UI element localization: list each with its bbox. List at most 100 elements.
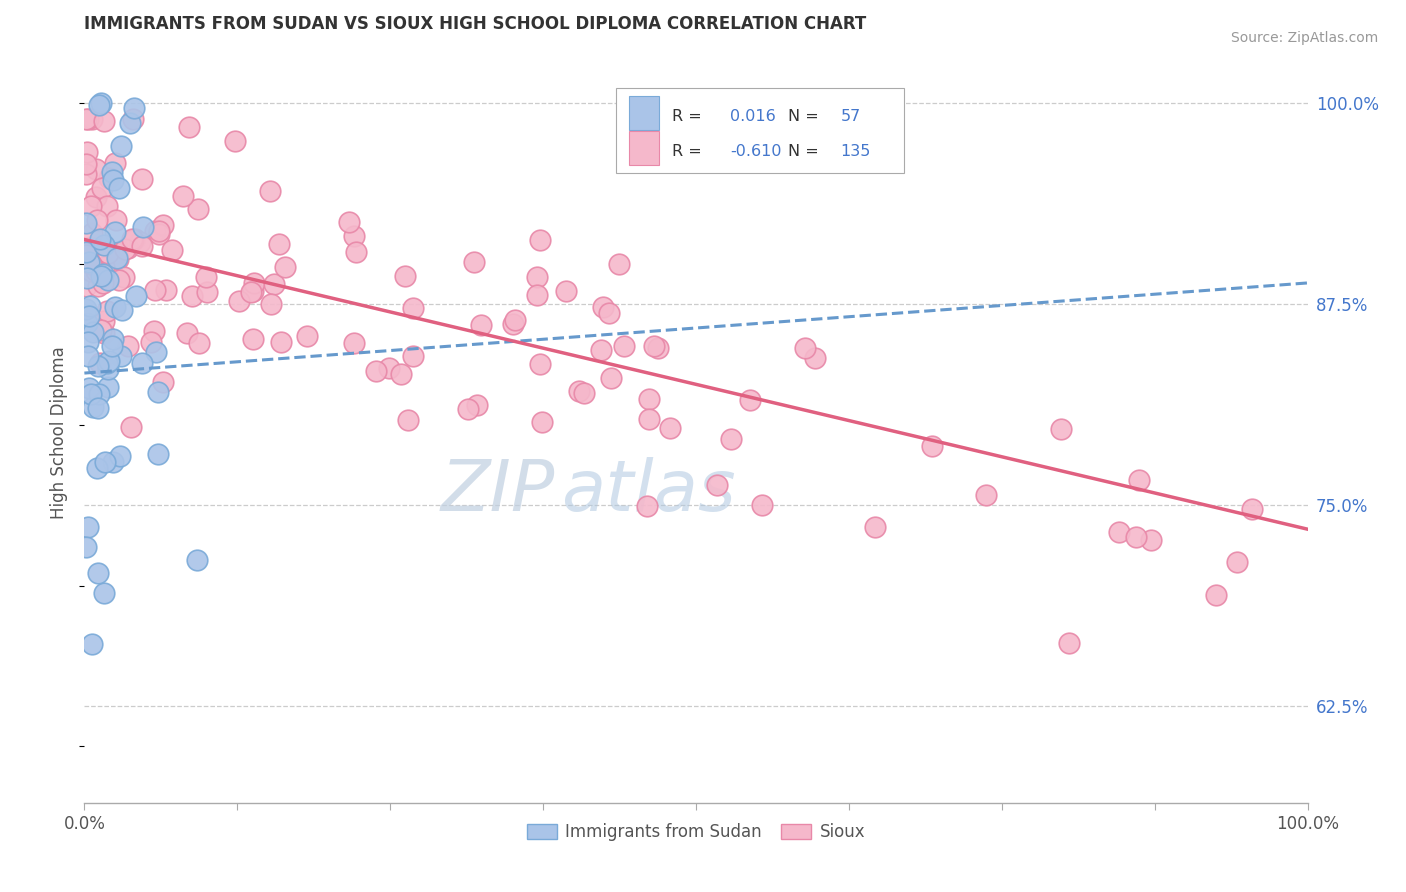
- Text: N =: N =: [787, 109, 824, 124]
- Point: [148, 224, 170, 238]
- Point: [124, 232, 146, 246]
- Point: [402, 301, 425, 316]
- Point: [114, 243, 136, 257]
- Point: [607, 257, 630, 271]
- Point: [93, 586, 115, 600]
- Point: [117, 339, 139, 353]
- Point: [101, 173, 124, 187]
- Point: [243, 277, 266, 291]
- Point: [389, 368, 412, 382]
- Point: [378, 360, 401, 375]
- Point: [131, 356, 153, 370]
- Point: [643, 339, 665, 353]
- Point: [128, 235, 150, 249]
- Point: [976, 488, 998, 502]
- Point: [75, 112, 97, 126]
- Point: [93, 260, 115, 274]
- Point: [125, 289, 148, 303]
- Point: [555, 285, 578, 299]
- Point: [96, 199, 118, 213]
- Point: [110, 139, 132, 153]
- Point: [87, 359, 110, 373]
- Point: [636, 499, 658, 513]
- Point: [101, 454, 124, 468]
- Point: [343, 336, 366, 351]
- Point: [76, 270, 98, 285]
- Point: [502, 317, 524, 331]
- Point: [80, 226, 103, 240]
- Point: [89, 232, 111, 246]
- Point: [152, 219, 174, 233]
- Point: [87, 401, 110, 415]
- Point: [93, 237, 115, 252]
- Point: [162, 244, 184, 258]
- Point: [89, 98, 111, 112]
- Point: [77, 381, 100, 395]
- Point: [97, 171, 120, 186]
- Point: [117, 241, 139, 255]
- Point: [86, 162, 108, 177]
- Point: [197, 285, 219, 299]
- Point: [108, 449, 131, 463]
- Point: [98, 354, 121, 368]
- Point: [526, 288, 548, 302]
- Point: [80, 199, 103, 213]
- Point: [145, 345, 167, 359]
- Point: [600, 371, 623, 385]
- Point: [273, 260, 295, 274]
- Point: [122, 101, 145, 115]
- Point: [751, 498, 773, 512]
- Point: [794, 342, 817, 356]
- Point: [104, 156, 127, 170]
- Point: [79, 255, 101, 269]
- Point: [90, 323, 112, 337]
- Point: [121, 231, 143, 245]
- Point: [152, 376, 174, 390]
- Point: [529, 234, 551, 248]
- Point: [658, 420, 681, 434]
- Point: [598, 306, 620, 320]
- Point: [121, 233, 143, 247]
- Point: [86, 461, 108, 475]
- Point: [105, 213, 128, 227]
- Point: [398, 412, 420, 426]
- Point: [120, 419, 142, 434]
- Point: [132, 219, 155, 234]
- Point: [76, 316, 98, 330]
- Point: [155, 283, 177, 297]
- Point: [267, 237, 290, 252]
- Point: [148, 227, 170, 241]
- Point: [131, 239, 153, 253]
- Point: [79, 239, 101, 253]
- Point: [343, 229, 366, 244]
- Point: [176, 326, 198, 340]
- Point: [96, 304, 118, 318]
- Point: [1226, 555, 1249, 569]
- Point: [1140, 533, 1163, 548]
- Text: N =: N =: [787, 144, 824, 159]
- Point: [75, 247, 97, 261]
- Text: ZIP: ZIP: [441, 458, 555, 526]
- Text: atlas: atlas: [561, 458, 735, 526]
- Point: [97, 246, 120, 260]
- Point: [90, 95, 112, 110]
- Point: [224, 135, 246, 149]
- Point: [75, 157, 97, 171]
- Point: [105, 251, 128, 265]
- Point: [80, 386, 103, 401]
- Text: IMMIGRANTS FROM SUDAN VS SIOUX HIGH SCHOOL DIPLOMA CORRELATION CHART: IMMIGRANTS FROM SUDAN VS SIOUX HIGH SCHO…: [84, 15, 866, 33]
- Point: [194, 269, 217, 284]
- Point: [93, 313, 115, 327]
- Point: [613, 339, 636, 353]
- Point: [82, 400, 104, 414]
- Point: [142, 324, 165, 338]
- Point: [177, 120, 200, 134]
- Point: [187, 202, 209, 217]
- Point: [1205, 588, 1227, 602]
- Point: [530, 415, 553, 429]
- Point: [146, 447, 169, 461]
- Point: [111, 303, 134, 318]
- Point: [84, 189, 107, 203]
- Point: [572, 385, 595, 400]
- Point: [344, 245, 367, 260]
